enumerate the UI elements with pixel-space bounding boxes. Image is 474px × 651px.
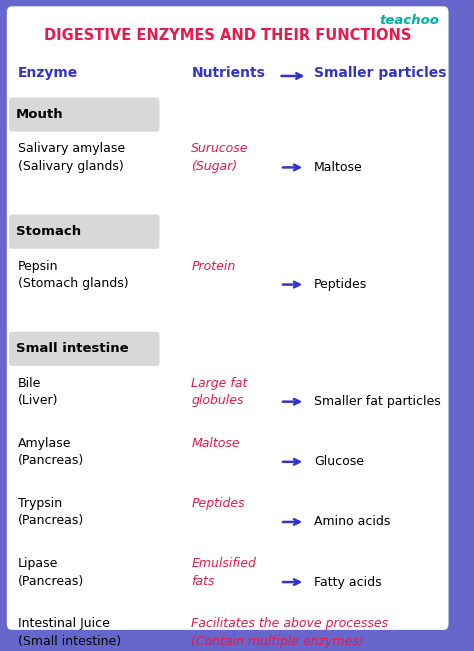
Text: Stomach: Stomach (16, 225, 81, 238)
Text: Salivary amylase
(Salivary glands): Salivary amylase (Salivary glands) (18, 143, 125, 173)
Text: Fatty acids: Fatty acids (314, 575, 382, 589)
Text: Maltose: Maltose (191, 437, 240, 450)
Text: Peptides: Peptides (314, 278, 367, 291)
Text: teachoo: teachoo (380, 14, 439, 27)
Text: Protein: Protein (191, 260, 236, 273)
Text: Lipase
(Pancreas): Lipase (Pancreas) (18, 557, 84, 588)
FancyBboxPatch shape (9, 332, 159, 366)
Text: Amylase
(Pancreas): Amylase (Pancreas) (18, 437, 84, 467)
Text: Smaller particles: Smaller particles (314, 66, 447, 81)
Text: Glucose: Glucose (314, 455, 364, 468)
Text: Nutrients: Nutrients (191, 66, 265, 81)
Text: Trypsin
(Pancreas): Trypsin (Pancreas) (18, 497, 84, 527)
Text: Smaller fat particles: Smaller fat particles (314, 395, 441, 408)
Text: Intestinal Juice
(Small intestine): Intestinal Juice (Small intestine) (18, 617, 121, 648)
FancyBboxPatch shape (7, 7, 448, 630)
Text: Pepsin
(Stomach glands): Pepsin (Stomach glands) (18, 260, 129, 290)
Text: Small intestine: Small intestine (16, 342, 128, 355)
Text: Surucose
(Sugar): Surucose (Sugar) (191, 143, 249, 173)
Text: Facilitates the above processes
(Contain multiple enzymes): Facilitates the above processes (Contain… (191, 617, 388, 648)
Text: Mouth: Mouth (16, 108, 64, 121)
Text: Amino acids: Amino acids (314, 516, 391, 529)
Text: DIGESTIVE ENZYMES AND THEIR FUNCTIONS: DIGESTIVE ENZYMES AND THEIR FUNCTIONS (44, 29, 411, 44)
Text: Maltose: Maltose (314, 161, 363, 174)
Text: Emulsified
fats: Emulsified fats (191, 557, 256, 588)
Text: Peptides: Peptides (191, 497, 245, 510)
FancyBboxPatch shape (9, 215, 159, 249)
FancyBboxPatch shape (9, 98, 159, 132)
Text: Large fat
globules: Large fat globules (191, 377, 247, 407)
Text: Enzyme: Enzyme (18, 66, 79, 81)
Text: Bile
(Liver): Bile (Liver) (18, 377, 59, 407)
